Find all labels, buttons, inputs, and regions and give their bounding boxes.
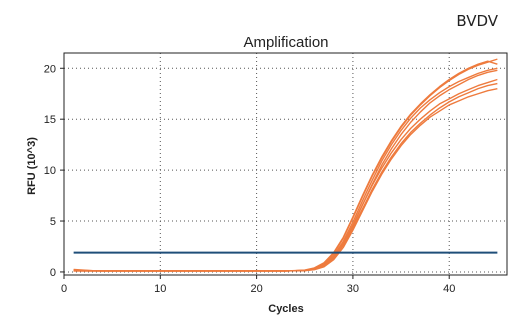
x-tick-label: 0 [61, 283, 67, 295]
y-tick-label: 0 [50, 267, 56, 279]
x-tick-label: 20 [250, 283, 262, 295]
amplification-curve [73, 60, 498, 272]
y-tick-label: 15 [44, 114, 56, 126]
x-tick-label: 40 [443, 283, 455, 295]
chart-title: Amplification [243, 34, 328, 51]
axis-layer: 0 10 20 30 40 0 5 10 15 20 [44, 52, 508, 295]
amplification-curve [73, 67, 498, 272]
x-tick-label: 10 [154, 283, 166, 295]
y-tick-label: 20 [44, 63, 56, 75]
y-tick-label: 10 [44, 165, 56, 177]
amplification-curve [73, 82, 498, 272]
y-tick-label: 5 [50, 216, 56, 228]
y-axis-label: RFU (10^3) [26, 137, 38, 195]
target-name-label: BVDV [456, 12, 498, 30]
x-tick-label: 30 [347, 283, 359, 295]
x-axis-label: Cycles [268, 303, 303, 315]
amplification-curve [73, 69, 498, 272]
amplification-curve [73, 87, 498, 272]
amplification-curve [73, 78, 498, 272]
series-layer [73, 58, 498, 272]
plot-frame [63, 52, 508, 276]
